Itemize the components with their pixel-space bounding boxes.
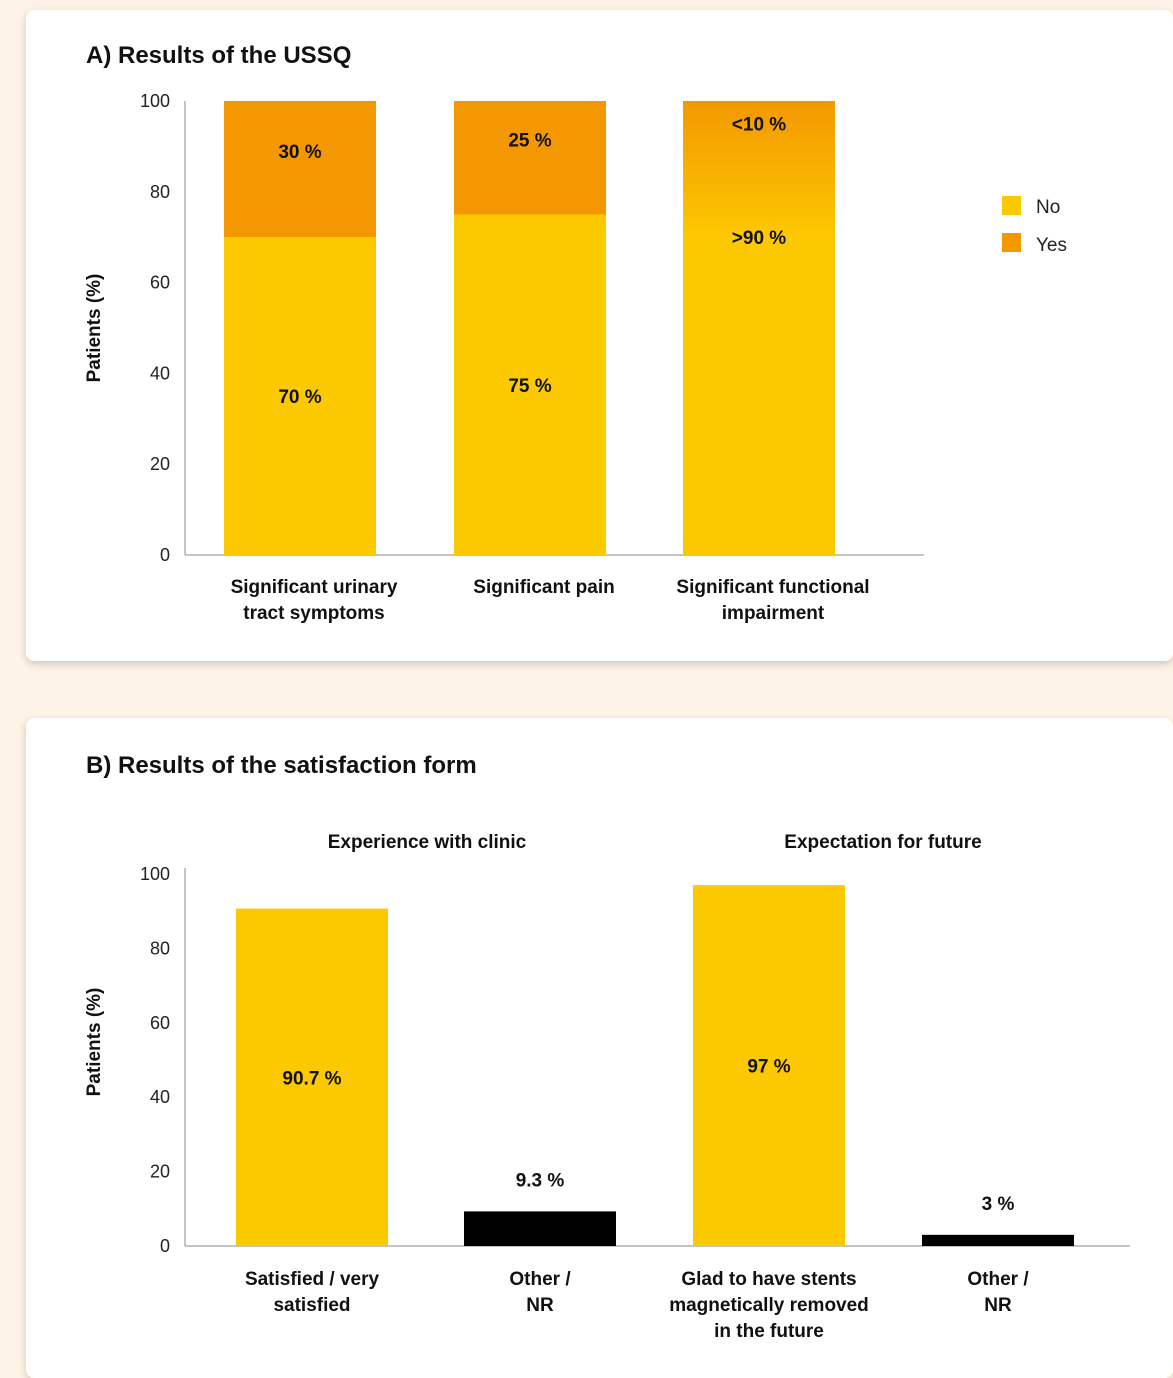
legend-swatch-no [1002, 196, 1021, 215]
group-label: Expectation for future [784, 832, 981, 853]
category-label: Other / [967, 1269, 1029, 1290]
data-label-no: 75 % [508, 376, 551, 397]
category-label: magnetically removed [669, 1295, 869, 1316]
bar-combined [683, 101, 835, 555]
y-tick-label: 0 [160, 545, 170, 565]
chart-b: 0 20 40 60 80 100 Patients (%) Experience with … [84, 832, 1130, 1342]
data-label: 90.7 % [282, 1068, 341, 1089]
group-label: Experience with clinic [328, 832, 527, 853]
category-label: Other / [509, 1269, 571, 1290]
bar-no [454, 214, 606, 555]
legend-label-yes: Yes [1036, 235, 1067, 256]
chart-b-title: B) Results of the satisfaction form [86, 752, 477, 779]
bar-yes [454, 101, 606, 215]
y-tick-label: 100 [140, 91, 170, 111]
y-tick-label: 80 [150, 182, 170, 202]
legend-label-no: No [1036, 197, 1060, 218]
category-label: in the future [714, 1321, 824, 1342]
category-label: NR [984, 1295, 1012, 1316]
bar [236, 908, 388, 1246]
data-label-no: 70 % [278, 387, 321, 408]
y-tick-label: 60 [150, 273, 170, 293]
data-label-yes: 25 % [508, 131, 551, 152]
y-tick-label: 100 [140, 864, 170, 884]
y-tick-label: 20 [150, 1162, 170, 1182]
y-tick-label: 80 [150, 938, 170, 958]
category-label: tract symptoms [243, 603, 385, 624]
data-label-yes: 30 % [278, 142, 321, 163]
category-label: satisfied [273, 1295, 350, 1316]
category-label: Significant functional [676, 577, 869, 598]
legend-swatch-yes [1002, 233, 1021, 252]
chart-a: 0 20 40 60 80 100 Patients (%) 70 % 30 % Signific… [84, 91, 1067, 624]
data-label: 9.3 % [516, 1170, 565, 1191]
y-tick-label: 60 [150, 1013, 170, 1033]
bar [922, 1234, 1074, 1246]
category-label: NR [526, 1295, 554, 1316]
data-label: 3 % [982, 1194, 1015, 1215]
y-tick-label: 0 [160, 1236, 170, 1256]
data-label-yes: <10 % [732, 115, 787, 136]
data-label: 97 % [747, 1057, 790, 1078]
panel-satisfaction: B) Results of the satisfaction form 0 20 4… [26, 718, 1173, 1378]
category-label: Significant pain [473, 577, 614, 598]
data-label-no: >90 % [732, 228, 787, 249]
category-label: Glad to have stents [681, 1269, 856, 1290]
bar-yes [224, 101, 376, 238]
panel-ussq: A) Results of the USSQ 0 20 40 60 80 100 Patie… [26, 10, 1173, 661]
category-label: Significant urinary [231, 577, 398, 598]
y-tick-label: 40 [150, 363, 170, 383]
y-axis-label: Patients (%) [84, 274, 105, 383]
y-axis-label: Patients (%) [84, 988, 105, 1097]
category-label: impairment [722, 603, 825, 624]
bar [693, 885, 845, 1246]
y-tick-label: 20 [150, 454, 170, 474]
chart-a-title: A) Results of the USSQ [86, 42, 352, 69]
y-tick-label: 40 [150, 1087, 170, 1107]
bar-no [224, 237, 376, 555]
bar [464, 1211, 616, 1246]
category-label: Satisfied / very [245, 1269, 380, 1290]
